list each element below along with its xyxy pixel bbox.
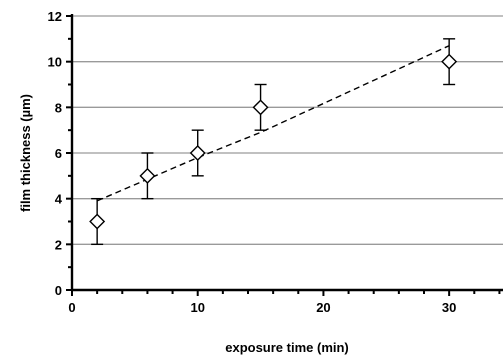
y-tick-label-0: 0 — [55, 283, 62, 298]
x-tick-label-10: 10 — [190, 300, 204, 315]
y-tick-label-8: 8 — [55, 100, 62, 115]
y-tick-label-12: 12 — [48, 9, 62, 24]
x-tick-label-30: 30 — [442, 300, 456, 315]
y-tick-label-2: 2 — [55, 237, 62, 252]
y-tick-label-10: 10 — [48, 55, 62, 70]
x-tick-label-20: 20 — [316, 300, 330, 315]
x-tick-label-0: 0 — [68, 300, 75, 315]
y-axis-title: film thickness (µm) — [18, 94, 33, 212]
data-point-2 — [189, 145, 206, 161]
data-point-4 — [441, 53, 458, 70]
data-points — [89, 38, 458, 246]
y-tick-label-6: 6 — [55, 146, 62, 161]
tick-labels: 0 2 4 6 8 10 12 0 10 20 30 — [48, 9, 457, 315]
data-point-1 — [139, 167, 156, 184]
data-point-0 — [89, 213, 106, 230]
x-axis-title: exposure time (min) — [225, 340, 349, 355]
y-tick-label-4: 4 — [55, 192, 63, 207]
axes — [66, 14, 503, 296]
data-point-3 — [252, 99, 269, 116]
